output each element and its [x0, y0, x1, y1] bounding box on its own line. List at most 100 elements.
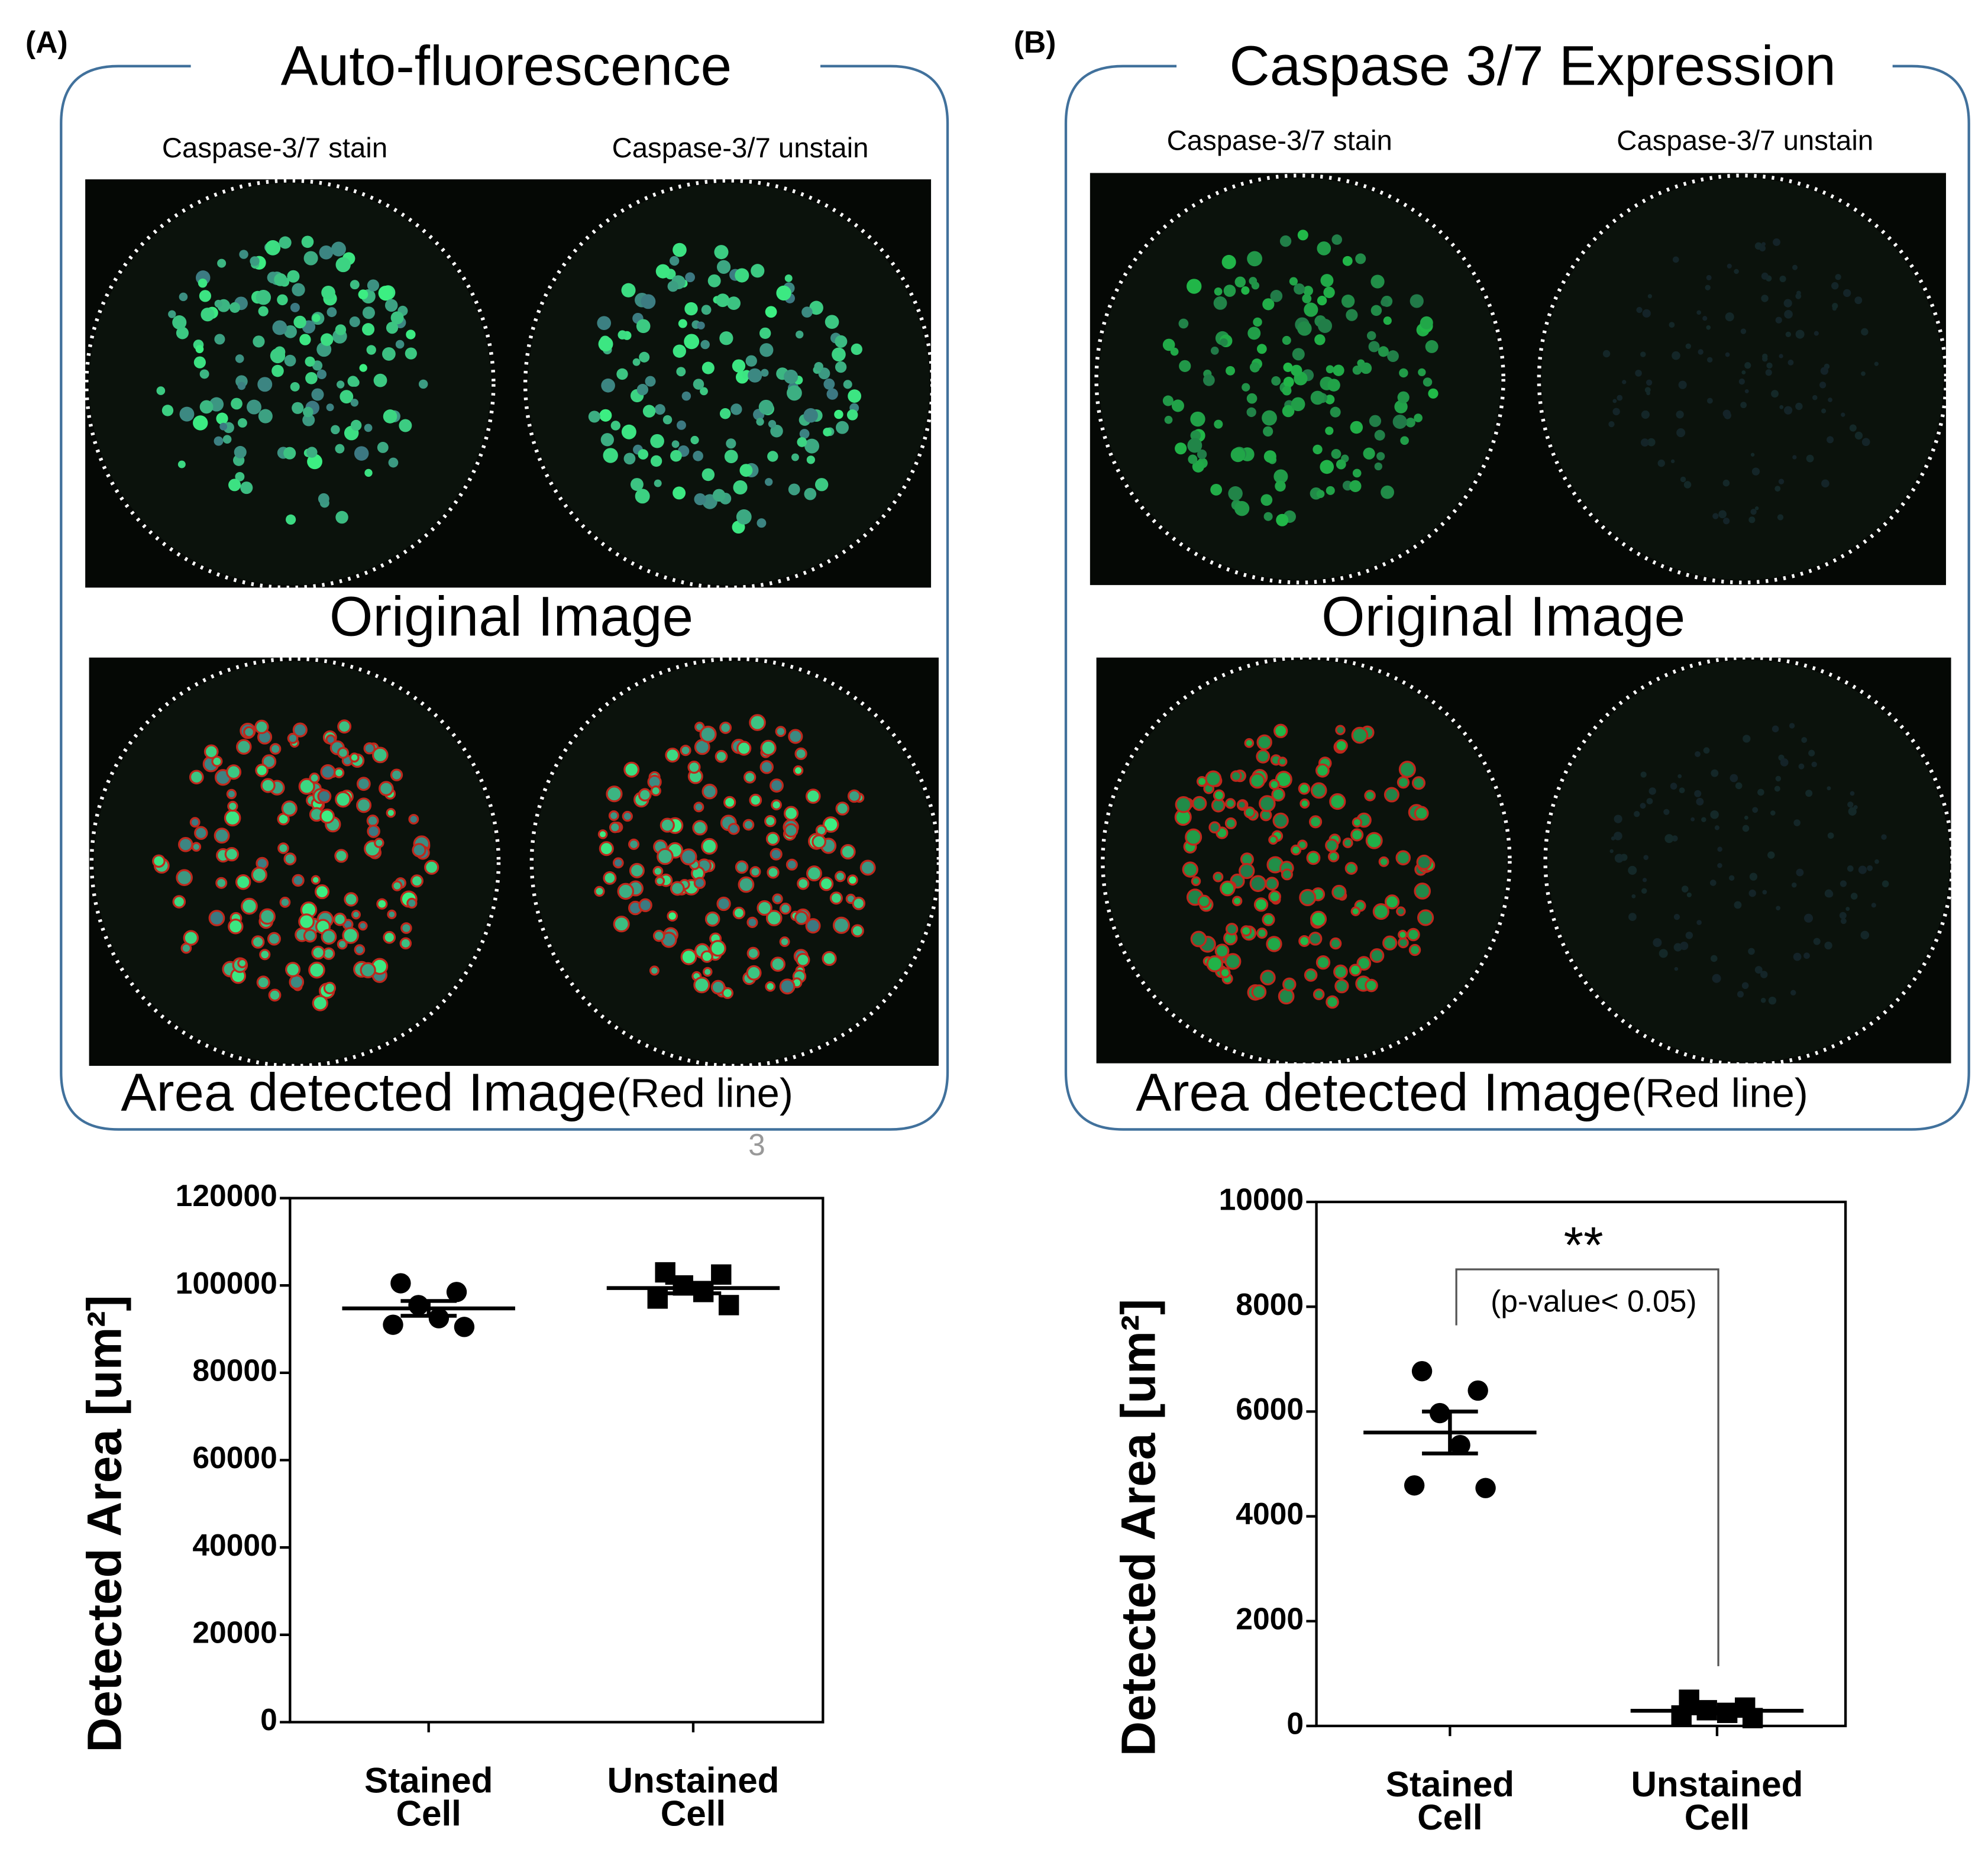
- cell: [1669, 322, 1675, 328]
- x-tick-label: Stained Cell: [364, 1761, 493, 1834]
- cell: [1776, 906, 1781, 911]
- cell: [707, 274, 721, 287]
- cell: [784, 823, 799, 838]
- cell: [1266, 936, 1282, 952]
- cell: [1191, 876, 1201, 886]
- cell: [1628, 913, 1637, 922]
- cell: [730, 403, 742, 415]
- cell: [362, 306, 375, 319]
- cell: [680, 848, 697, 865]
- cell: [1360, 362, 1372, 374]
- cell: [384, 299, 398, 312]
- cell: [714, 245, 729, 260]
- point: [1404, 1475, 1425, 1496]
- point: [383, 1314, 403, 1335]
- column-label: Caspase-3/7 unstain: [1617, 125, 1873, 156]
- cell: [701, 838, 718, 855]
- cell: [1259, 795, 1276, 812]
- cell: [746, 916, 758, 928]
- cell: [237, 958, 248, 968]
- cell: [1642, 309, 1651, 318]
- cell: [317, 789, 332, 804]
- cell: [251, 935, 265, 949]
- panel-frame: [60, 64, 949, 1131]
- cell: [333, 767, 345, 778]
- cell: [757, 518, 767, 528]
- cell: [235, 471, 245, 481]
- cell: [331, 425, 340, 435]
- cell: [673, 243, 687, 257]
- cell: [321, 285, 335, 300]
- cell: [603, 448, 618, 463]
- cell: [1374, 462, 1382, 471]
- cell: [764, 815, 777, 828]
- cell: [1706, 325, 1711, 330]
- row-label: Original Image: [329, 585, 693, 648]
- cell: [1394, 400, 1408, 413]
- cell: [395, 340, 405, 349]
- cell: [612, 857, 624, 869]
- cell: [1187, 279, 1202, 294]
- cell: [732, 906, 746, 920]
- cell: [1370, 305, 1382, 316]
- cell: [367, 825, 380, 838]
- cell: [286, 514, 296, 525]
- cell: [224, 809, 241, 827]
- cell: [1283, 363, 1293, 372]
- cell: [671, 440, 680, 448]
- cell: [1282, 386, 1292, 396]
- cell: [302, 413, 315, 426]
- cell: [1706, 397, 1713, 404]
- cell: [618, 330, 627, 340]
- cell: [812, 834, 826, 849]
- cell: [693, 801, 704, 813]
- cell: [806, 455, 815, 464]
- cell: [1335, 725, 1346, 735]
- cell: [1858, 865, 1867, 874]
- point: [390, 1273, 411, 1294]
- cell: [201, 308, 215, 322]
- cell: [642, 405, 656, 418]
- cell: [1848, 807, 1857, 816]
- cell: [214, 828, 230, 844]
- cell: [1214, 287, 1223, 296]
- cell: [1192, 460, 1204, 473]
- cell: [1336, 459, 1346, 470]
- plot-frame: [1315, 1200, 1847, 1728]
- cell: [1277, 757, 1288, 767]
- cell: [1748, 948, 1755, 955]
- cell: [1178, 318, 1189, 329]
- cell: [1374, 429, 1385, 441]
- cell: [240, 481, 253, 494]
- cell: [374, 838, 384, 848]
- cell: [772, 893, 783, 904]
- cell: [1674, 967, 1679, 971]
- cell: [193, 415, 208, 431]
- cell: [267, 932, 281, 946]
- y-tick-label: 8000: [1236, 1287, 1304, 1321]
- cell: [256, 290, 271, 305]
- y-tick-label: 80000: [192, 1353, 277, 1387]
- cell: [350, 280, 360, 290]
- cell: [1306, 851, 1321, 865]
- cell: [337, 746, 349, 759]
- cell: [1839, 912, 1847, 919]
- cell: [214, 436, 224, 446]
- cell: [1743, 735, 1751, 743]
- cell: [803, 408, 818, 423]
- cell: [347, 376, 359, 387]
- cell: [390, 768, 403, 781]
- y-tick-label: 60000: [192, 1440, 277, 1475]
- cell: [1213, 789, 1225, 801]
- cell: [1271, 787, 1285, 801]
- cell: [371, 746, 389, 764]
- cell: [669, 256, 680, 266]
- cell: [1170, 347, 1179, 356]
- cell: [1861, 438, 1870, 447]
- cell: [843, 380, 852, 389]
- cell: [1342, 838, 1353, 848]
- cell: [835, 335, 848, 348]
- cell: [1874, 361, 1879, 366]
- cell: [1256, 927, 1268, 939]
- cell: [292, 722, 308, 738]
